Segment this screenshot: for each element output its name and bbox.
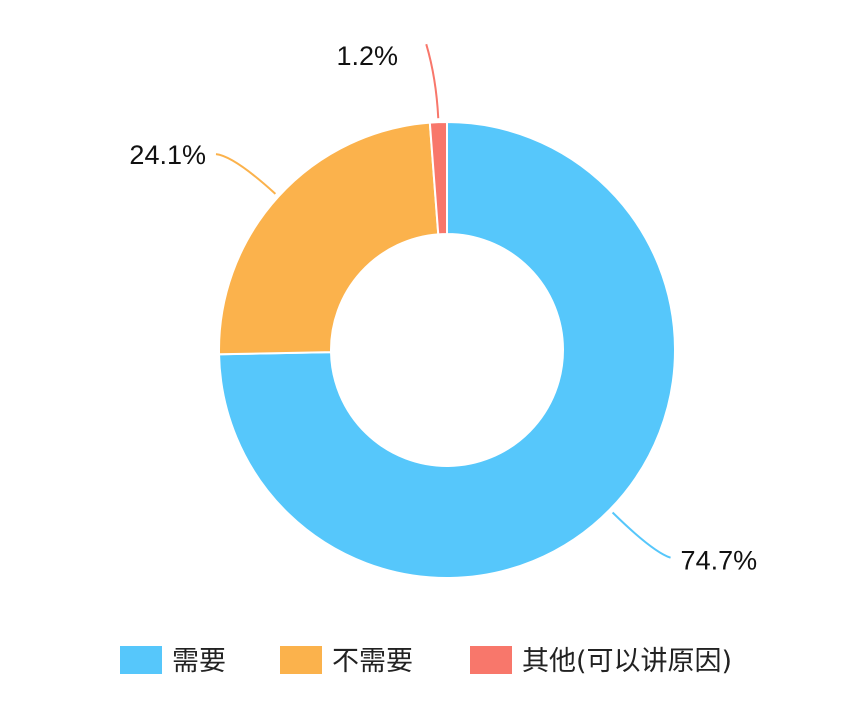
slices-group bbox=[218, 120, 676, 579]
leader-line-3 bbox=[425, 43, 440, 119]
data-labels-group: 74.7% 24.1% 1.2% bbox=[129, 41, 757, 576]
leader-lines-group bbox=[215, 43, 671, 559]
leader-line-2 bbox=[215, 153, 277, 195]
data-label-3: 1.2% bbox=[336, 41, 398, 71]
slice-3 bbox=[428, 120, 448, 236]
legend: 需要 不需要 其他(可以讲原因) bbox=[120, 646, 732, 677]
slice-2 bbox=[218, 121, 440, 356]
legend-swatch-3 bbox=[470, 646, 512, 674]
legend-label-3: 其他(可以讲原因) bbox=[522, 646, 732, 677]
leader-line-1 bbox=[611, 511, 671, 559]
legend-label-2: 不需要 bbox=[332, 646, 413, 677]
data-label-1: 74.7% bbox=[681, 546, 758, 576]
legend-swatch-2 bbox=[280, 646, 322, 674]
data-label-2: 24.1% bbox=[129, 140, 206, 170]
legend-label-1: 需要 bbox=[172, 646, 226, 677]
legend-swatch-1 bbox=[120, 646, 162, 674]
slice-1 bbox=[218, 120, 676, 579]
